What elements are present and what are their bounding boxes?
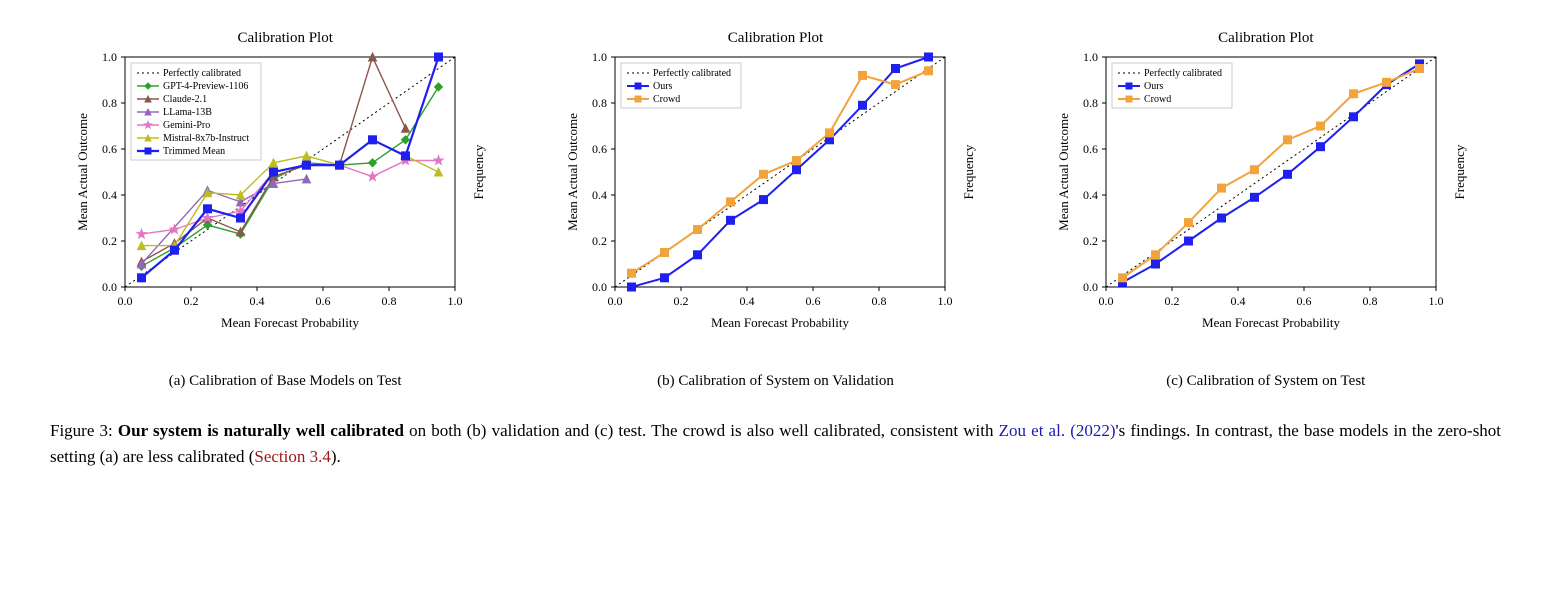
svg-text:0.8: 0.8: [382, 294, 397, 308]
section-link[interactable]: Section 3.4: [254, 447, 331, 466]
svg-text:0.0: 0.0: [1083, 280, 1098, 294]
svg-text:Mean Actual Outcome: Mean Actual Outcome: [1056, 113, 1071, 231]
svg-text:Crowd: Crowd: [1144, 94, 1171, 105]
panel-c-chart: 0.0 0.2 0.4 0.6 0.8 1.0 0.0 0.2 0.4 0.6 0.8 1.0 Mean…: [1051, 49, 1481, 359]
figure-number: Figure 3:: [50, 421, 113, 440]
svg-text:Ours: Ours: [653, 81, 673, 92]
svg-text:0.0: 0.0: [608, 294, 623, 308]
svg-text:0.0: 0.0: [1098, 294, 1113, 308]
svg-text:1.0: 1.0: [592, 50, 607, 64]
svg-text:0.2: 0.2: [102, 234, 117, 248]
svg-text:0.0: 0.0: [118, 294, 133, 308]
panel-c-title: Calibration Plot: [1218, 30, 1313, 47]
svg-text:0.4: 0.4: [250, 294, 265, 308]
panel-c: Calibration Plot 0.00.20.40.60.81.00.00.…: [1031, 30, 1501, 390]
svg-text:LLama-13B: LLama-13B: [163, 107, 212, 118]
svg-text:0.8: 0.8: [872, 294, 887, 308]
panel-a: Calibration Plot 0.00.20.40.60.81.00.00.…: [50, 30, 520, 390]
panel-b-subcaption: (b) Calibration of System on Validation: [657, 373, 894, 390]
svg-text:0.6: 0.6: [102, 142, 117, 156]
figure-row: Calibration Plot 0.00.20.40.60.81.00.00.…: [50, 30, 1501, 390]
svg-text:0.6: 0.6: [1296, 294, 1311, 308]
svg-text:0.8: 0.8: [1362, 294, 1377, 308]
svg-text:0.0: 0.0: [102, 280, 117, 294]
panel-a-chart: 0.0 0.2 0.4 0.6 0.8 1.0 0.0 0.2 0.4 0.6 0.8 1.0 Mean…: [70, 49, 500, 359]
svg-text:0.6: 0.6: [1083, 142, 1098, 156]
svg-text:Mean Forecast Probability: Mean Forecast Probability: [712, 315, 850, 330]
svg-text:GPT-4-Preview-1106: GPT-4-Preview-1106: [163, 81, 248, 92]
panel-c-subcaption: (c) Calibration of System on Test: [1166, 373, 1365, 390]
panel-a-subcaption: (a) Calibration of Base Models on Test: [169, 373, 402, 390]
svg-text:0.4: 0.4: [102, 188, 117, 202]
svg-text:0.4: 0.4: [740, 294, 755, 308]
svg-text:1.0: 1.0: [102, 50, 117, 64]
svg-text:Ours: Ours: [1144, 81, 1164, 92]
svg-text:1.0: 1.0: [938, 294, 953, 308]
panel-b-chart: 0.0 0.2 0.4 0.6 0.8 1.0 0.0 0.2 0.4 0.6 0.8 1.0 Mean…: [560, 49, 990, 359]
panel-a-svg: 0.0 0.2 0.4 0.6 0.8 1.0 0.0 0.2 0.4 0.6 0.8 1.0 Mean…: [70, 49, 500, 359]
svg-text:1.0: 1.0: [1428, 294, 1443, 308]
svg-text:Mistral-8x7b-Instruct: Mistral-8x7b-Instruct: [163, 133, 249, 144]
svg-text:0.8: 0.8: [102, 96, 117, 110]
svg-text:Perfectly calibrated: Perfectly calibrated: [163, 68, 241, 79]
svg-text:0.2: 0.2: [592, 234, 607, 248]
svg-text:0.0: 0.0: [592, 280, 607, 294]
svg-text:0.6: 0.6: [316, 294, 331, 308]
svg-text:1.0: 1.0: [448, 294, 463, 308]
svg-text:Mean Forecast Probability: Mean Forecast Probability: [1202, 315, 1340, 330]
svg-text:0.4: 0.4: [1230, 294, 1245, 308]
svg-text:0.6: 0.6: [806, 294, 821, 308]
svg-text:Frequency: Frequency: [1452, 144, 1467, 199]
svg-text:Mean Actual Outcome: Mean Actual Outcome: [565, 113, 580, 231]
svg-text:Trimmed Mean: Trimmed Mean: [163, 146, 225, 157]
svg-text:0.2: 0.2: [1083, 234, 1098, 248]
svg-text:0.6: 0.6: [592, 142, 607, 156]
panel-a-title: Calibration Plot: [237, 30, 332, 47]
svg-text:Frequency: Frequency: [471, 144, 486, 199]
panel-b: Calibration Plot 0.00.20.40.60.81.00.00.…: [540, 30, 1010, 390]
svg-text:Perfectly calibrated: Perfectly calibrated: [653, 68, 731, 79]
svg-text:0.8: 0.8: [592, 96, 607, 110]
svg-text:0.2: 0.2: [674, 294, 689, 308]
svg-text:Claude-2.1: Claude-2.1: [163, 94, 207, 105]
svg-text:Frequency: Frequency: [961, 144, 976, 199]
svg-text:0.2: 0.2: [1164, 294, 1179, 308]
svg-text:0.8: 0.8: [1083, 96, 1098, 110]
svg-text:Perfectly calibrated: Perfectly calibrated: [1144, 68, 1222, 79]
citation-link[interactable]: Zou et al. (2022): [999, 421, 1116, 440]
svg-text:Gemini-Pro: Gemini-Pro: [163, 120, 210, 131]
svg-text:Mean Forecast Probability: Mean Forecast Probability: [221, 315, 359, 330]
caption-text-1: on both (b) validation and (c) test. The…: [404, 421, 999, 440]
svg-text:0.2: 0.2: [184, 294, 199, 308]
svg-text:0.4: 0.4: [592, 188, 607, 202]
panel-b-svg: 0.0 0.2 0.4 0.6 0.8 1.0 0.0 0.2 0.4 0.6 0.8 1.0 Mean…: [560, 49, 990, 359]
svg-text:0.4: 0.4: [1083, 188, 1098, 202]
svg-text:Mean Actual Outcome: Mean Actual Outcome: [75, 113, 90, 231]
caption-bold: Our system is naturally well calibrated: [118, 421, 404, 440]
svg-text:Crowd: Crowd: [653, 94, 680, 105]
caption-text-3: ).: [331, 447, 341, 466]
panel-c-svg: 0.0 0.2 0.4 0.6 0.8 1.0 0.0 0.2 0.4 0.6 0.8 1.0 Mean…: [1051, 49, 1481, 359]
figure-caption: Figure 3: Our system is naturally well c…: [50, 418, 1501, 469]
panel-b-title: Calibration Plot: [728, 30, 823, 47]
svg-text:1.0: 1.0: [1083, 50, 1098, 64]
